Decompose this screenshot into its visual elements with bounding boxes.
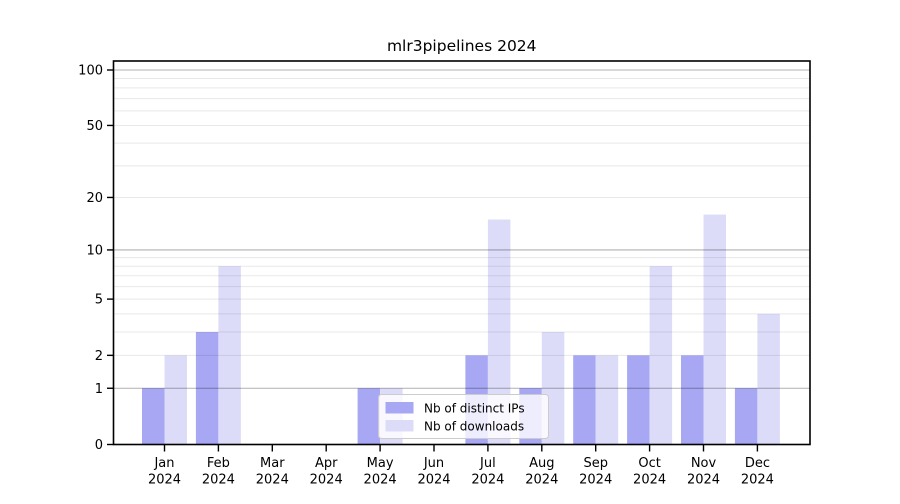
- legend-label-downloads: Nb of downloads: [424, 420, 524, 434]
- legend-label-distinct-ips: Nb of distinct IPs: [424, 402, 525, 416]
- x-tick-label-month: Nov: [691, 456, 717, 471]
- x-tick-label-year: 2024: [310, 473, 343, 488]
- legend-swatch-distinct-ips: [385, 402, 414, 414]
- bar-distinct-ips-sep: [573, 355, 596, 445]
- bar-distinct-ips-oct: [627, 355, 650, 445]
- y-tick-label: 5: [95, 293, 103, 308]
- x-tick-label-month: Jun: [423, 456, 444, 471]
- bar-downloads-jul: [487, 219, 511, 445]
- bar-distinct-ips-feb: [195, 332, 219, 445]
- bar-distinct-ips-nov: [681, 355, 704, 445]
- x-tick-label-month: Jul: [479, 456, 496, 471]
- bar-downloads-jan: [164, 355, 187, 445]
- x-tick-label-month: Apr: [315, 456, 338, 471]
- y-tick-label: 50: [86, 119, 103, 134]
- legend-swatch-downloads: [385, 420, 414, 432]
- plot-border: [112, 60, 811, 446]
- x-tick-label-month: Oct: [638, 456, 660, 471]
- x-tick-label-year: 2024: [525, 473, 558, 488]
- x-tick-label-year: 2024: [148, 473, 181, 488]
- x-tick-label-month: May: [367, 456, 394, 471]
- x-tick-label-month: Aug: [529, 456, 554, 471]
- x-tick-label-year: 2024: [471, 473, 504, 488]
- bar-downloads-sep: [595, 355, 619, 445]
- x-tick-label-year: 2024: [687, 473, 720, 488]
- x-tick-label-year: 2024: [579, 473, 612, 488]
- x-tick-label-month: Feb: [207, 456, 230, 471]
- chart-title: mlr3pipelines 2024: [387, 37, 537, 55]
- legend-box: [378, 394, 549, 439]
- y-tick-label: 0: [95, 438, 103, 453]
- bar-downloads-feb: [218, 266, 241, 445]
- y-tick-label: 100: [78, 64, 103, 79]
- bar-downloads-nov: [703, 214, 726, 445]
- y-tick-label: 2: [95, 349, 103, 364]
- x-tick-label-year: 2024: [256, 473, 289, 488]
- bar-downloads-dec: [757, 313, 780, 445]
- x-tick-label-year: 2024: [633, 473, 666, 488]
- y-tick-label: 10: [86, 243, 103, 258]
- y-tick-label: 20: [86, 191, 103, 206]
- x-tick-label-month: Jan: [153, 456, 174, 471]
- bar-downloads-oct: [649, 266, 673, 445]
- x-tick-label-year: 2024: [417, 473, 450, 488]
- x-tick-label-year: 2024: [364, 473, 397, 488]
- bar-distinct-ips-jan: [142, 388, 165, 445]
- x-tick-label-month: Dec: [745, 456, 770, 471]
- bar-distinct-ips-dec: [734, 388, 758, 445]
- bar-distinct-ips-may: [357, 388, 381, 445]
- x-tick-label-year: 2024: [202, 473, 235, 488]
- x-tick-label-month: Sep: [583, 456, 608, 471]
- y-tick-label: 1: [95, 382, 103, 397]
- x-tick-label-month: Mar: [260, 456, 285, 471]
- x-tick-label-year: 2024: [741, 473, 774, 488]
